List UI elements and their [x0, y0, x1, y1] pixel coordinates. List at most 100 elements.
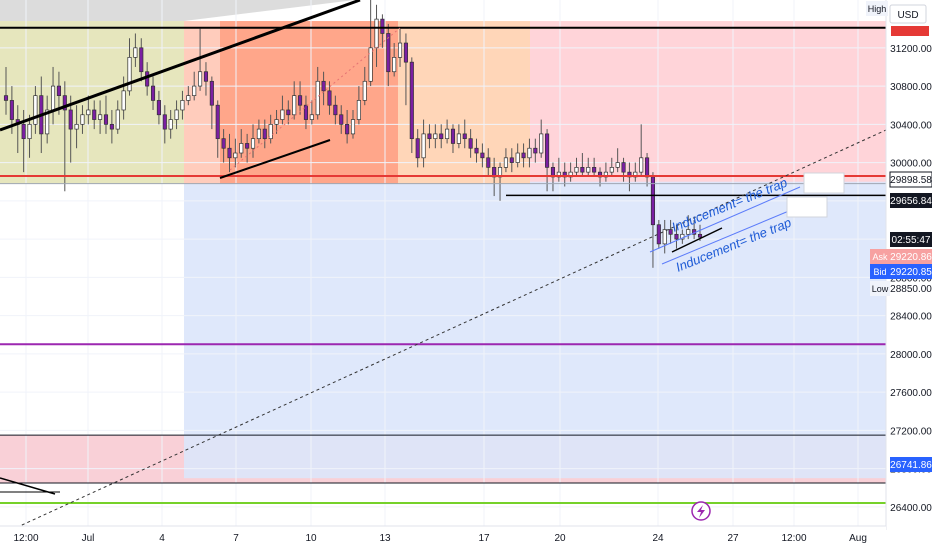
low-tag — [870, 281, 890, 296]
candle — [486, 148, 491, 177]
bid-badge — [890, 264, 932, 279]
candle-body — [468, 138, 473, 149]
candle-body — [450, 128, 456, 144]
candle — [309, 100, 314, 125]
candle — [174, 100, 179, 130]
candle-body — [121, 90, 126, 111]
candle-body — [515, 152, 520, 163]
chart-drawings — [0, 0, 887, 536]
candle-body — [398, 42, 403, 58]
candle — [327, 81, 332, 115]
candle-body — [586, 167, 591, 173]
candle — [274, 109, 279, 134]
price-axis[interactable]: 26400.0026800.0027200.0027600.0028000.00… — [866, 0, 932, 530]
candle-body — [186, 95, 191, 101]
price-tick-10: 30400.00 — [890, 120, 932, 131]
candle-body — [92, 109, 97, 120]
time-tick-1: Jul — [82, 533, 95, 544]
bid-tag-label: Bid — [873, 267, 886, 277]
candle-body — [374, 18, 379, 49]
candle-body — [445, 128, 450, 140]
candle-body — [339, 114, 344, 125]
candle-series — [3, 0, 703, 268]
candle — [615, 148, 620, 173]
candle — [45, 95, 50, 144]
time-tick-2: 4 — [159, 533, 165, 544]
candle-body — [615, 162, 620, 168]
candle — [368, 0, 373, 87]
candle-body — [156, 100, 161, 116]
candle-body — [268, 123, 273, 140]
candle — [621, 157, 626, 182]
candle-body — [503, 157, 508, 168]
candle-body — [262, 128, 267, 140]
candle-body — [68, 109, 73, 130]
price-tick-0: 26400.00 — [890, 503, 932, 514]
candle — [203, 62, 209, 96]
currency-label[interactable]: USD — [897, 10, 918, 21]
trendline-dashed-long — [0, 129, 887, 536]
candle-body — [280, 109, 285, 120]
candle — [639, 124, 644, 177]
lightning-icon[interactable] — [691, 501, 711, 521]
candle — [509, 148, 514, 173]
candle-body — [403, 42, 408, 63]
candle — [439, 124, 444, 149]
candle — [92, 100, 97, 130]
ask-badge — [890, 249, 932, 264]
time-tick-3: 7 — [233, 533, 239, 544]
candle — [233, 138, 238, 168]
candle-body — [539, 133, 544, 154]
candle-body — [239, 143, 244, 154]
candle-body — [697, 233, 703, 238]
candle — [162, 105, 167, 144]
candle — [398, 28, 403, 67]
candle — [227, 133, 232, 173]
trendline-mid — [219, 139, 331, 179]
candle-body — [315, 80, 320, 116]
currency-box[interactable] — [889, 4, 927, 24]
candle-body — [139, 47, 144, 73]
time-axis[interactable]: 12:00 Jul 4 7 10 13 17 20 24 27 12:00 Aug — [0, 525, 886, 550]
candle-body — [427, 133, 432, 140]
candle-body — [462, 133, 467, 140]
candle — [133, 33, 138, 67]
high-label: High — [868, 4, 887, 14]
candle-body — [245, 143, 250, 149]
candle — [609, 157, 614, 177]
candle-body — [162, 114, 167, 130]
candle — [392, 43, 397, 77]
candle-body — [621, 162, 626, 173]
price-tick-9: 30000.00 — [890, 159, 932, 170]
candle-body — [409, 61, 414, 140]
candle-body — [115, 109, 120, 130]
candle — [333, 95, 338, 125]
candle-body — [298, 95, 303, 106]
candle — [480, 143, 485, 168]
low-label: 28850.00 — [890, 284, 932, 295]
candle-body — [368, 47, 373, 82]
bid-label: 29220.85 — [890, 267, 932, 278]
candle — [362, 66, 367, 106]
candle — [256, 119, 261, 144]
ask-tag-label: Ask — [872, 252, 888, 262]
candle — [409, 57, 414, 154]
low-tag-label: Low — [872, 284, 889, 294]
candle-body — [574, 167, 579, 173]
candle — [421, 119, 426, 168]
candle-body — [233, 152, 238, 159]
candle-body — [45, 109, 50, 135]
candle-body — [127, 57, 132, 92]
candle-body — [274, 119, 279, 125]
candle-body — [256, 128, 261, 140]
candle — [198, 28, 203, 91]
candle-body — [327, 90, 332, 106]
candle — [168, 109, 173, 139]
trendline-dashed-short — [229, 27, 401, 171]
candle — [127, 38, 132, 96]
candle — [592, 157, 597, 177]
candle — [86, 95, 91, 125]
candle-body — [145, 71, 150, 87]
level-a-label: 29898.58 — [890, 175, 932, 186]
